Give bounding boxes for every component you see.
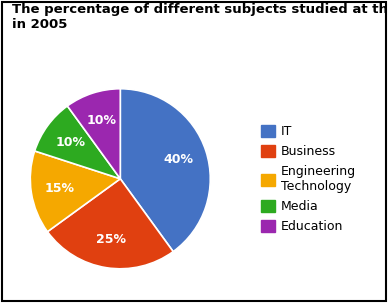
Wedge shape <box>35 106 120 179</box>
Text: 15%: 15% <box>45 182 75 195</box>
Wedge shape <box>68 89 120 179</box>
Text: The percentage of different subjects studied at the college
in 2005: The percentage of different subjects stu… <box>12 3 388 31</box>
Text: 10%: 10% <box>56 136 86 149</box>
Wedge shape <box>47 179 173 269</box>
Text: 40%: 40% <box>163 153 194 166</box>
Wedge shape <box>30 151 120 232</box>
Text: 10%: 10% <box>87 114 116 127</box>
Legend: IT, Business, Engineering
Technology, Media, Education: IT, Business, Engineering Technology, Me… <box>257 121 360 237</box>
Wedge shape <box>120 89 210 251</box>
Text: 25%: 25% <box>96 233 126 246</box>
